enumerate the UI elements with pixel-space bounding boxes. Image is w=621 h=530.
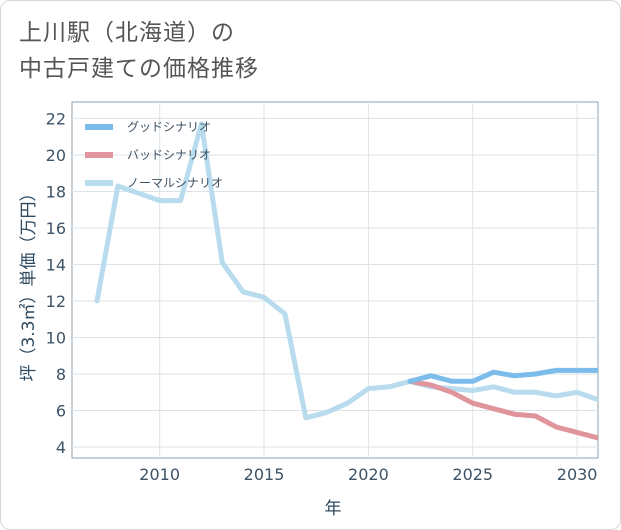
- series-line-2: [94, 121, 598, 421]
- x-tick-labels: 2010 2015 2020 2025 2030: [139, 465, 597, 484]
- series-line-1: [407, 378, 598, 441]
- x-tick-label: 2020: [348, 465, 389, 484]
- chart-title-line-2: 中古戸建ての価格推移: [19, 56, 259, 82]
- y-tick-label: 22: [46, 109, 66, 128]
- y-tick-label: 12: [46, 292, 66, 311]
- x-tick-label: 2030: [557, 465, 598, 484]
- x-tick-label: 2025: [452, 465, 493, 484]
- y-tick-labels: 4 6 8 10 12 14 16 18 20 22: [46, 109, 66, 457]
- y-tick-label: 10: [46, 329, 66, 348]
- y-tick-label: 8: [56, 365, 66, 384]
- y-tick-label: 14: [46, 255, 66, 274]
- series-line-0: [407, 367, 598, 384]
- legend-label-1: バッドシナリオ: [127, 148, 211, 162]
- x-tick-label: 2010: [139, 465, 180, 484]
- y-tick-label: 20: [46, 146, 66, 165]
- legend-label-2: ノーマルシナリオ: [127, 176, 223, 190]
- grid-lines: [72, 102, 598, 458]
- y-tick-label: 16: [46, 219, 66, 238]
- x-axis-title: 年: [325, 499, 342, 519]
- x-tick-label: 2015: [244, 465, 285, 484]
- series-lines: [94, 121, 598, 441]
- legend-label-0: グッドシナリオ: [127, 120, 211, 134]
- y-axis-title: 坪（3.3㎡）単価（万円）: [19, 184, 39, 381]
- chart-title-line-1: 上川駅（北海道）の: [19, 20, 235, 46]
- y-tick-label: 4: [56, 438, 66, 457]
- y-tick-label: 18: [46, 182, 66, 201]
- y-tick-label: 6: [56, 402, 66, 421]
- chart-title: 上川駅（北海道）の 中古戸建ての価格推移: [19, 15, 259, 87]
